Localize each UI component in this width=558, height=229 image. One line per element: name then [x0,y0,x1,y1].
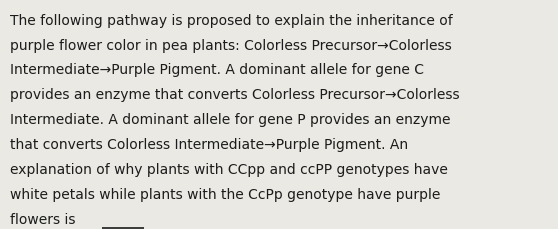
Text: provides an enzyme that converts Colorless Precursor→Colorless: provides an enzyme that converts Colorle… [10,88,460,102]
Text: Intermediate→Purple Pigment. A dominant allele for gene C: Intermediate→Purple Pigment. A dominant … [10,63,424,77]
Text: flowers is: flowers is [10,212,80,226]
Text: white petals while plants with the CcPp genotype have purple: white petals while plants with the CcPp … [10,187,440,201]
Text: The following pathway is proposed to explain the inheritance of: The following pathway is proposed to exp… [10,14,453,28]
Text: that converts Colorless Intermediate→Purple Pigment. An: that converts Colorless Intermediate→Pur… [10,137,408,151]
Text: purple flower color in pea plants: Colorless Precursor→Colorless: purple flower color in pea plants: Color… [10,38,452,52]
Text: Intermediate. A dominant allele for gene P provides an enzyme: Intermediate. A dominant allele for gene… [10,113,450,127]
Text: explanation of why plants with CCpp and ccPP genotypes have: explanation of why plants with CCpp and … [10,162,448,176]
